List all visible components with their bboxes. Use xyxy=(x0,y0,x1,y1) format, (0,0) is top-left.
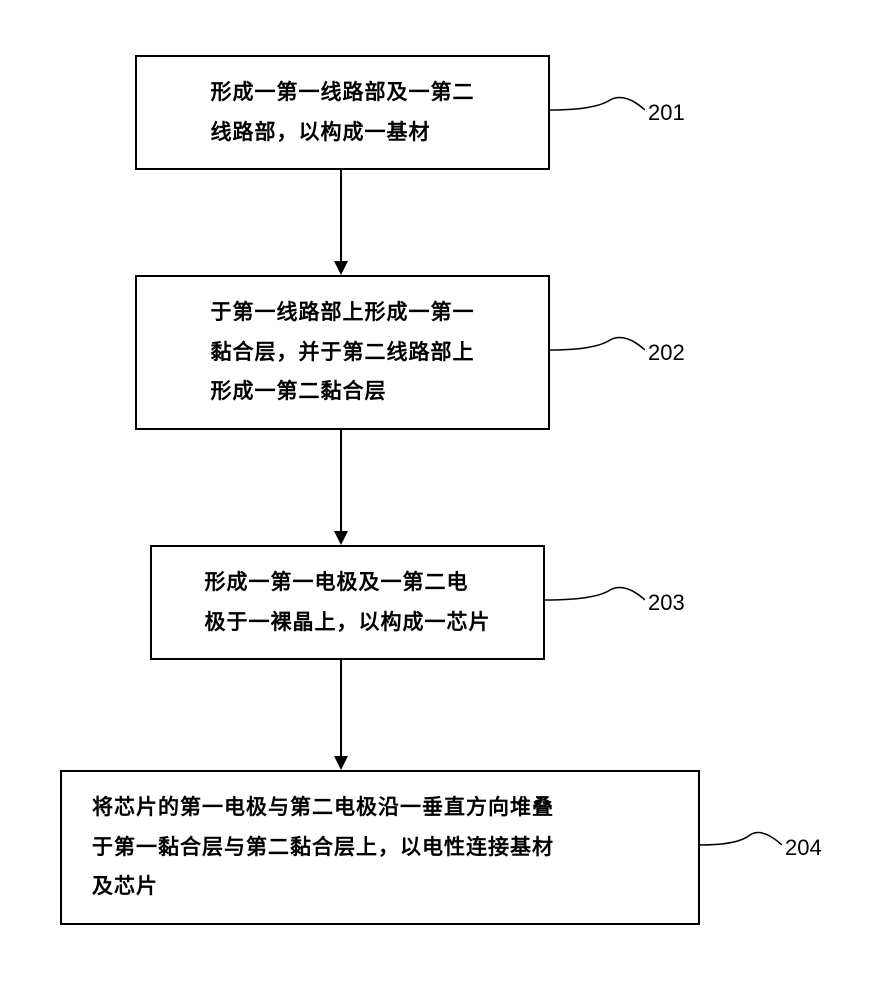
text-line: 将芯片的第一电极与第二电极沿一垂直方向堆叠 xyxy=(92,788,554,828)
step-label-204: 204 xyxy=(785,835,822,861)
flow-box-1-text: 形成一第一线路部及一第二 线路部，以构成一基材 xyxy=(211,73,475,153)
flow-box-3-text: 形成一第一电极及一第二电 极于一裸晶上，以构成一芯片 xyxy=(205,563,491,643)
flow-box-4: 将芯片的第一电极与第二电极沿一垂直方向堆叠 于第一黏合层与第二黏合层上，以电性连… xyxy=(60,770,700,925)
connector-3 xyxy=(545,585,645,615)
text-line: 于第一线路部上形成一第一 xyxy=(211,293,475,333)
step-label-203: 203 xyxy=(648,590,685,616)
arrow-2-head xyxy=(334,531,348,545)
text-line: 及芯片 xyxy=(92,867,554,907)
text-line: 线路部，以构成一基材 xyxy=(211,113,475,153)
connector-2 xyxy=(550,335,645,365)
text-line: 于第一黏合层与第二黏合层上，以电性连接基材 xyxy=(92,828,554,868)
arrow-1-head xyxy=(334,261,348,275)
flow-box-3: 形成一第一电极及一第二电 极于一裸晶上，以构成一芯片 xyxy=(150,545,545,660)
flow-box-2-text: 于第一线路部上形成一第一 黏合层，并于第二线路部上 形成一第二黏合层 xyxy=(211,293,475,413)
text-line: 形成一第一电极及一第二电 xyxy=(205,563,491,603)
connector-1 xyxy=(550,95,645,125)
step-label-202: 202 xyxy=(648,340,685,366)
arrow-2-line xyxy=(340,430,342,531)
text-line: 形成一第二黏合层 xyxy=(211,372,475,412)
arrow-3-line xyxy=(340,660,342,756)
flow-box-2: 于第一线路部上形成一第一 黏合层，并于第二线路部上 形成一第二黏合层 xyxy=(135,275,550,430)
flow-box-1: 形成一第一线路部及一第二 线路部，以构成一基材 xyxy=(135,55,550,170)
text-line: 黏合层，并于第二线路部上 xyxy=(211,333,475,373)
text-line: 极于一裸晶上，以构成一芯片 xyxy=(205,603,491,643)
text-line: 形成一第一线路部及一第二 xyxy=(211,73,475,113)
flow-box-4-text: 将芯片的第一电极与第二电极沿一垂直方向堆叠 于第一黏合层与第二黏合层上，以电性连… xyxy=(92,788,554,908)
step-label-201: 201 xyxy=(648,100,685,126)
connector-4 xyxy=(700,830,782,860)
arrow-1-line xyxy=(340,170,342,261)
arrow-3-head xyxy=(334,756,348,770)
